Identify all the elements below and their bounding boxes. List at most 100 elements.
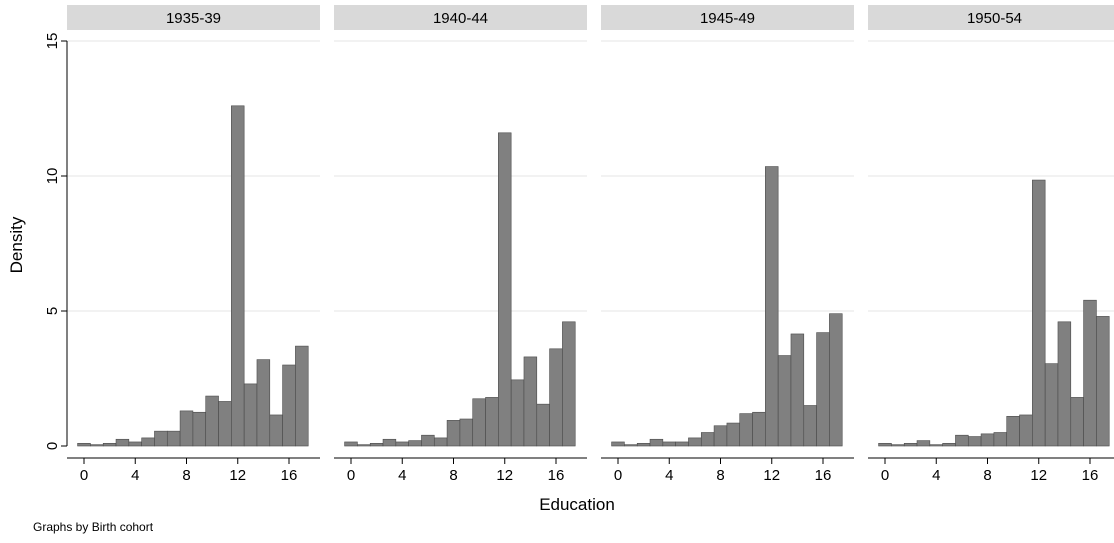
histogram-bar <box>891 444 905 447</box>
panel-1945-49: 1945-49 0 4 8 12 16 <box>601 5 854 484</box>
x-tick-label: 8 <box>182 467 190 484</box>
x-tick-label: 8 <box>716 467 724 484</box>
histogram-bar <box>141 437 155 447</box>
histogram-bar <box>90 444 104 447</box>
histogram-bar <box>166 430 181 447</box>
histogram-bar <box>179 410 194 447</box>
histogram-bar <box>967 436 982 447</box>
x-tick-label: 8 <box>983 467 991 484</box>
x-tick-label: 16 <box>281 467 298 484</box>
x-axis-label: Education <box>539 495 615 514</box>
x-tick-label: 12 <box>496 467 513 484</box>
histogram-bar <box>102 442 117 447</box>
histogram-bar <box>243 383 258 447</box>
panel-1935-39: 1935-39 0 4 8 12 16 <box>67 5 320 484</box>
histogram-bar <box>942 442 956 447</box>
histogram-bar <box>115 438 130 447</box>
x-tick-label: 12 <box>1030 467 1047 484</box>
x-tick-label: 0 <box>80 467 88 484</box>
histogram-bar <box>700 432 715 447</box>
histogram-bar <box>395 441 409 447</box>
histogram-bar <box>955 434 969 447</box>
histogram-bar <box>485 397 499 447</box>
histogram-bar <box>369 442 384 447</box>
y-tick-label: 15 <box>44 33 61 50</box>
histogram-bar <box>536 403 550 447</box>
histogram-bar <box>713 425 728 447</box>
panel-title: 1935-39 <box>166 10 221 27</box>
panel-title: 1940-44 <box>433 10 488 27</box>
histogram-bar <box>510 379 525 447</box>
histogram-bar <box>1019 414 1033 447</box>
histogram-bar <box>816 332 830 447</box>
histogram-bar <box>295 345 309 447</box>
x-tick-label: 12 <box>229 467 246 484</box>
histogram-bar <box>498 132 512 447</box>
y-tick-label: 5 <box>44 307 61 315</box>
panels-layer: 1935-39 0 4 8 12 16 1940-44 0 4 8 12 16 1945-49 0 4 8 12… <box>44 5 1114 484</box>
y-axis: 0 5 10 15 <box>44 33 68 450</box>
histogram-bar <box>611 441 625 447</box>
histogram-bar <box>205 395 219 447</box>
x-tick-label: 16 <box>548 467 565 484</box>
histogram-bar <box>752 411 766 447</box>
histogram-bar <box>1096 316 1110 447</box>
y-axis-label: Density <box>7 216 26 273</box>
histogram-bar <box>421 434 435 447</box>
histogram-bar <box>357 444 371 447</box>
histogram-bar <box>231 105 245 447</box>
panel-1950-54: 1950-54 0 4 8 12 16 <box>868 5 1114 484</box>
y-tick-label: 0 <box>44 442 61 450</box>
panel-title: 1950-54 <box>967 10 1022 27</box>
histogram-bar <box>765 166 779 447</box>
x-tick-label: 0 <box>347 467 355 484</box>
x-tick-label: 4 <box>398 467 406 484</box>
histogram-bar <box>878 442 892 447</box>
panel-header <box>868 5 1114 30</box>
y-tick-label: 10 <box>44 168 61 185</box>
histogram-bar <box>77 442 91 447</box>
histogram-bar <box>726 422 741 447</box>
x-tick-label: 12 <box>763 467 780 484</box>
histogram-bar <box>562 321 576 447</box>
histogram-bar <box>154 430 168 447</box>
histogram-bar <box>980 433 995 447</box>
x-tick-label: 0 <box>614 467 622 484</box>
histogram-bar <box>192 411 207 447</box>
histogram-bar <box>218 401 232 447</box>
histogram-bar <box>993 432 1008 447</box>
panel-title: 1945-49 <box>700 10 755 27</box>
x-tick-label: 16 <box>1082 467 1099 484</box>
x-tick-label: 4 <box>131 467 139 484</box>
histogram-bar <box>1006 415 1020 447</box>
panel-header <box>334 5 587 30</box>
x-tick-label: 16 <box>815 467 832 484</box>
histogram-bar <box>282 364 296 447</box>
histogram-bar <box>523 356 538 447</box>
panel-1940-44: 1940-44 0 4 8 12 16 <box>334 5 587 484</box>
histogram-bar <box>1032 179 1046 447</box>
x-tick-label: 4 <box>665 467 673 484</box>
histogram-bar <box>916 440 931 447</box>
histogram-bar <box>829 313 843 447</box>
histogram-bar <box>1044 363 1059 447</box>
footnote: Graphs by Birth cohort <box>33 520 154 534</box>
histogram-bar <box>790 333 805 447</box>
histogram-bar <box>459 418 474 447</box>
histogram-bar <box>128 441 142 447</box>
histogram-bar <box>777 355 792 447</box>
histogram-bar <box>1083 299 1097 447</box>
histogram-bar <box>649 438 664 447</box>
x-tick-label: 8 <box>449 467 457 484</box>
panel-header <box>601 5 854 30</box>
histogram-bar <box>1070 397 1084 447</box>
histogram-bar <box>382 438 397 447</box>
histogram-bar <box>903 442 918 447</box>
histogram-bar <box>662 441 676 447</box>
histogram-bar <box>636 442 651 447</box>
histogram-bar <box>256 359 271 447</box>
histogram-bar <box>1057 321 1072 447</box>
histogram-bar <box>675 441 689 447</box>
